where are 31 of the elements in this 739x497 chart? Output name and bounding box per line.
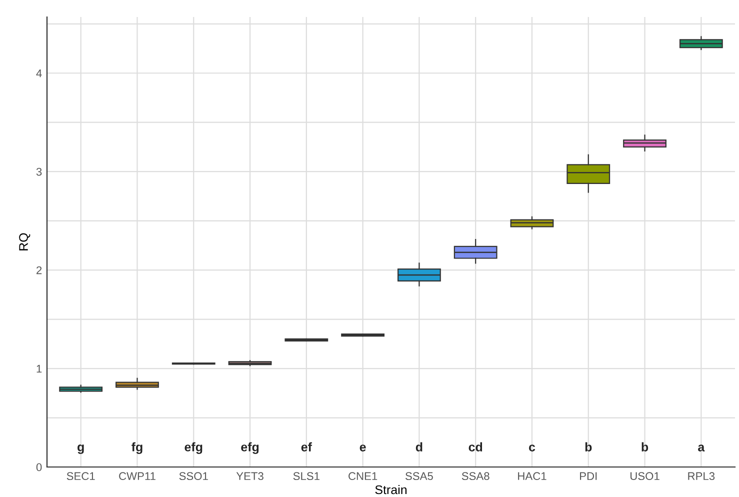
annotation: ef	[301, 442, 312, 452]
annotation: fg	[132, 442, 142, 454]
x-tick-label: SEC1	[66, 472, 95, 480]
annotation: efg	[184, 442, 202, 454]
y-tick-label: 2	[36, 266, 42, 274]
y-axis-title: RQ	[19, 233, 30, 250]
annotation: a	[698, 444, 705, 452]
x-tick-label: SSA8	[462, 472, 490, 480]
annotation: c	[528, 444, 536, 452]
annotation: g	[78, 444, 84, 454]
x-tick-label: PDI	[580, 472, 597, 480]
annotation: b	[585, 442, 592, 452]
x-tick-label: CNE1	[348, 472, 378, 480]
x-tick-label: USO1	[630, 472, 660, 480]
x-tick-label: SSA5	[405, 472, 433, 480]
y-tick-label: 0	[36, 463, 42, 472]
annotation: cd	[468, 442, 482, 452]
x-tick-label: HAC1	[518, 472, 546, 480]
x-tick-label: SLS1	[293, 472, 320, 480]
y-tick-label: 3	[36, 168, 42, 176]
annotation: e	[360, 444, 366, 452]
annotation: efg	[241, 442, 259, 454]
y-tick-label: 1	[36, 364, 42, 373]
annotation: b	[642, 442, 648, 452]
y-tick-label: 4	[36, 70, 42, 78]
x-tick-label: CWP11	[119, 472, 156, 480]
x-axis-title: Strain	[375, 484, 407, 494]
x-tick-label: RPL3	[688, 472, 715, 480]
x-tick-label: SSO1	[179, 472, 208, 480]
x-tick-label: YET3	[236, 472, 264, 480]
annotation: d	[416, 442, 422, 452]
